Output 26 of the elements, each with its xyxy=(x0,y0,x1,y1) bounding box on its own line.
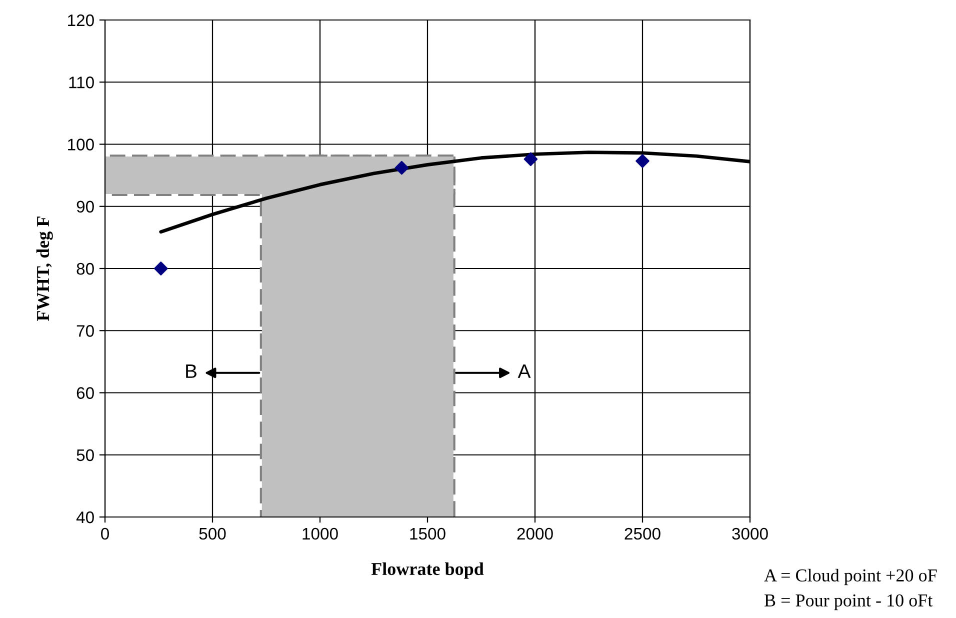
y-tick-label: 60 xyxy=(76,387,94,399)
x-tick-label: 2500 xyxy=(624,528,660,540)
y-tick-label: 120 xyxy=(68,14,94,26)
y-tick-label: 90 xyxy=(76,200,94,213)
point xyxy=(394,160,409,175)
text: A = Cloud point +20 oF xyxy=(764,568,937,586)
y-tick-label: 110 xyxy=(69,76,94,88)
y-tick-label: 70 xyxy=(76,325,94,337)
x-tick-label: 500 xyxy=(199,528,226,540)
annotation: B xyxy=(186,364,196,378)
point xyxy=(154,262,168,276)
y-axis-title: FWHT, deg F xyxy=(36,216,53,321)
y-tick-label: 50 xyxy=(76,449,94,462)
point xyxy=(524,152,538,166)
point xyxy=(636,154,650,168)
x-tick-label: 0 xyxy=(101,528,109,540)
y-tick-label: 40 xyxy=(76,511,94,524)
x-axis-title: Flowrate bopd xyxy=(371,562,484,579)
x-tick-label: 1500 xyxy=(410,528,446,540)
x-tick-label: 2000 xyxy=(517,528,553,540)
annotation: A xyxy=(518,364,531,378)
text: B = Pour point - 10 oFt xyxy=(764,594,933,610)
x-tick-label: 3000 xyxy=(732,528,768,540)
y-tick-label: 100 xyxy=(68,138,94,150)
y-tick-label: 80 xyxy=(76,262,94,275)
x-tick-label: 1000 xyxy=(302,528,338,540)
